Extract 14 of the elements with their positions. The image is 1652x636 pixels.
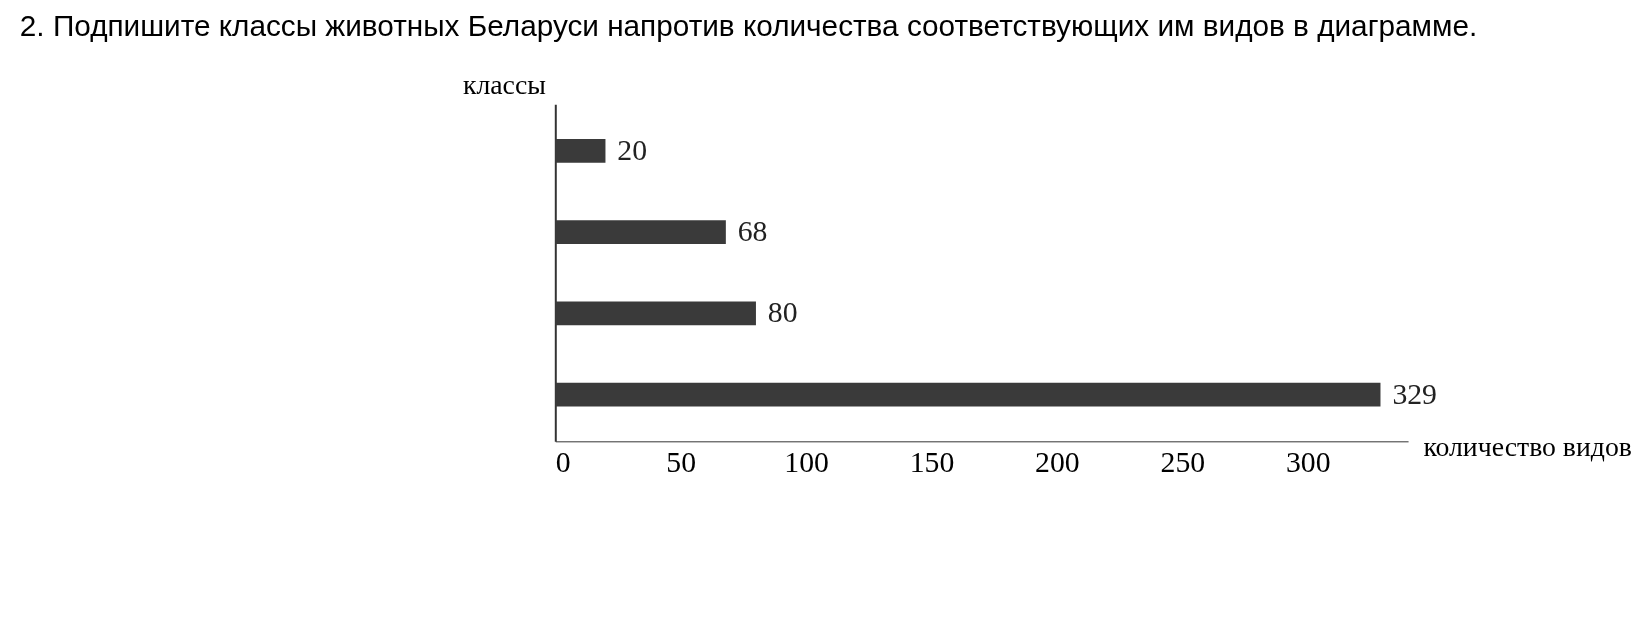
- x-tick-label: 200: [1035, 444, 1080, 478]
- chart-title: 2. Подпишите классы животных Беларуси напротив количества соответствующих им видов в диаграмме.: [19, 8, 1478, 42]
- data-label: 80: [767, 295, 798, 329]
- data-label: 68: [737, 214, 768, 248]
- data-label: 329: [1392, 376, 1437, 410]
- x-tick-label: 150: [909, 444, 955, 478]
- x-tick-label: 300: [1285, 444, 1331, 478]
- x-axis-title: количество видов: [1423, 430, 1632, 462]
- data-label: 20: [617, 132, 648, 166]
- x-tick-label: 100: [784, 444, 829, 478]
- x-tick-label: 0: [555, 444, 571, 478]
- y-axis-title: классы: [462, 68, 546, 100]
- x-tick-label: 50: [666, 444, 697, 478]
- x-tick-label: 250: [1160, 444, 1206, 478]
